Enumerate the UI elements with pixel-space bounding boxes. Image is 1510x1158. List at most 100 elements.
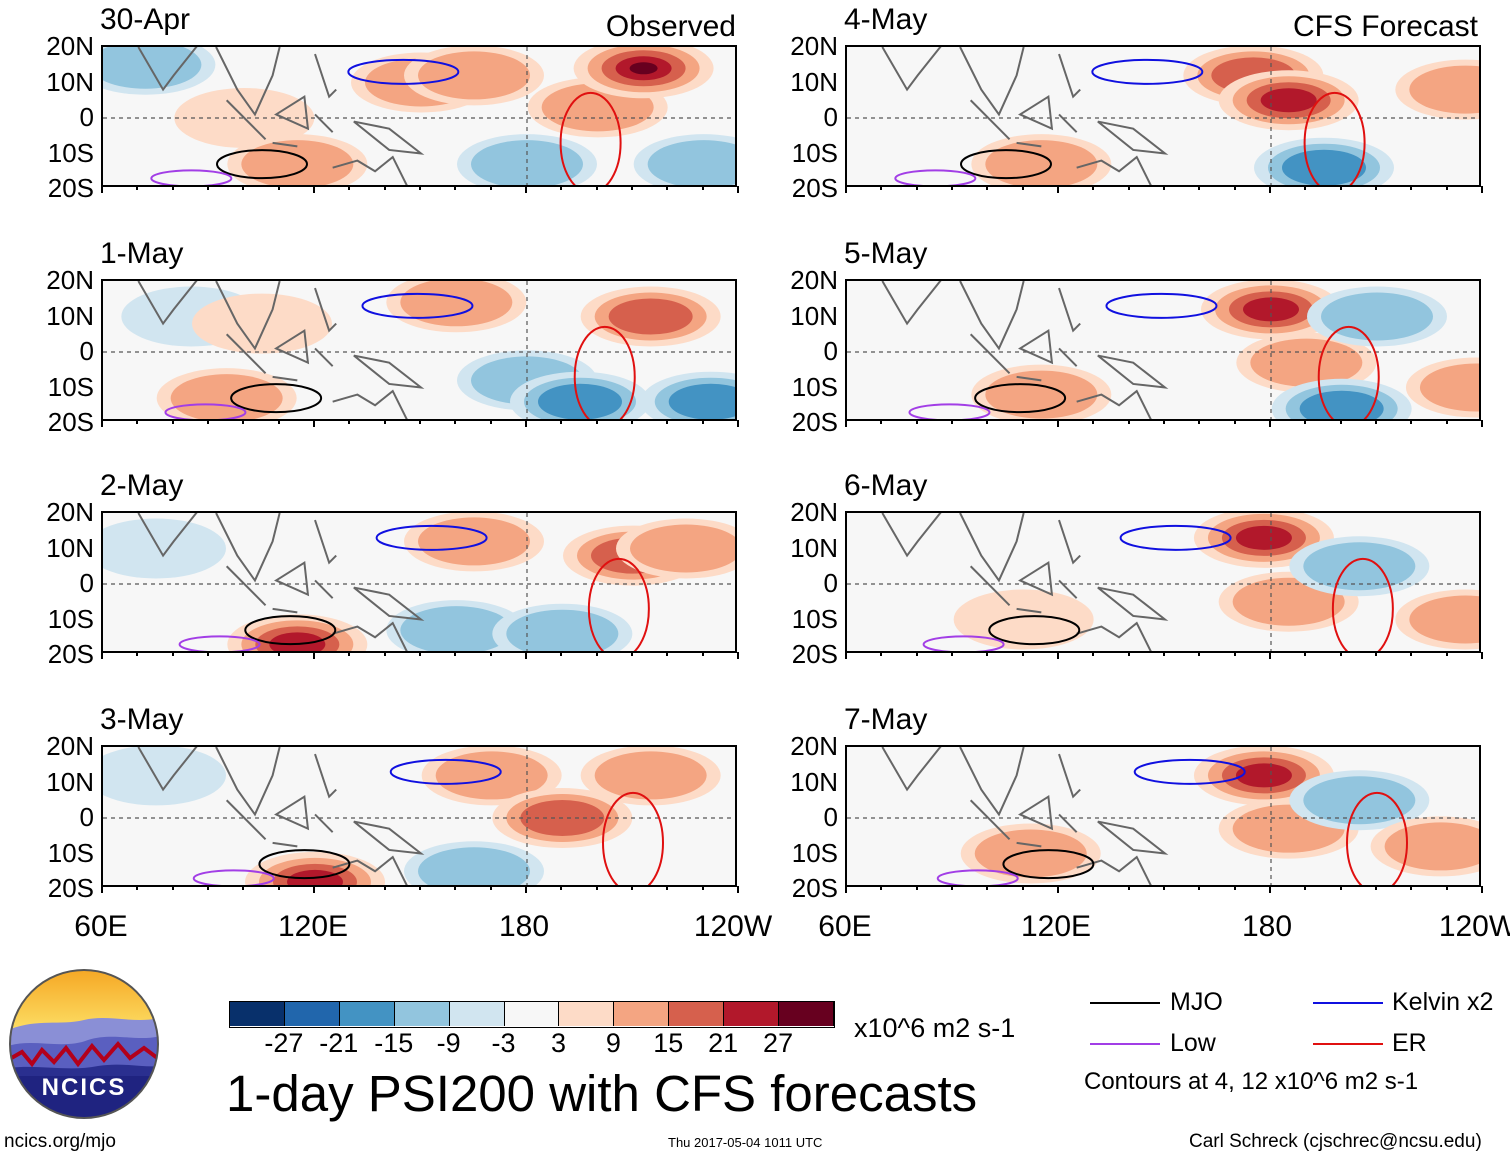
coastline bbox=[881, 47, 1169, 185]
x-tick bbox=[845, 186, 847, 193]
x-tick bbox=[1021, 652, 1024, 656]
x-tick bbox=[1375, 420, 1377, 424]
x-tick bbox=[1021, 186, 1024, 190]
wave-contour bbox=[361, 292, 474, 319]
wave-contour bbox=[192, 869, 275, 885]
x-tick bbox=[1021, 420, 1024, 424]
anomaly-blob bbox=[1260, 88, 1317, 113]
x-tick bbox=[525, 652, 527, 659]
x-tick bbox=[666, 186, 669, 190]
y-tick-label: 20S bbox=[791, 639, 838, 669]
legend-label: Kelvin x2 bbox=[1392, 988, 1494, 1016]
x-tick bbox=[1375, 652, 1377, 656]
y-tick-label: 10N bbox=[46, 66, 94, 97]
x-tick bbox=[101, 186, 103, 193]
x-tick bbox=[1481, 420, 1483, 427]
legend-label: Low bbox=[1170, 1029, 1216, 1057]
x-tick bbox=[454, 186, 457, 190]
colorbar-tick-label: -27 bbox=[264, 1028, 304, 1058]
x-tick bbox=[1092, 652, 1095, 656]
x-tick bbox=[419, 886, 421, 890]
wave-contour bbox=[1091, 58, 1204, 85]
x-tick bbox=[1269, 186, 1271, 193]
anomaly-blob bbox=[629, 62, 658, 75]
panel-date: 1-May bbox=[100, 237, 184, 270]
x-tick bbox=[1092, 886, 1095, 890]
x-tick bbox=[1304, 886, 1307, 890]
wave-contour bbox=[1331, 557, 1394, 651]
y-tick-label: 20N bbox=[790, 731, 838, 761]
map-svg bbox=[847, 281, 1479, 419]
map-area bbox=[101, 45, 737, 187]
x-tick bbox=[1092, 186, 1095, 190]
legend-line bbox=[1313, 1002, 1383, 1004]
x-tick bbox=[1269, 652, 1271, 659]
anomaly-blob bbox=[418, 517, 530, 566]
y-tick-label: 10N bbox=[790, 66, 838, 97]
x-tick bbox=[1198, 652, 1201, 656]
x-tick-label: 180 bbox=[498, 910, 550, 943]
x-tick bbox=[348, 886, 351, 890]
y-tick-label: 20S bbox=[47, 173, 94, 203]
y-tick-label: 10S bbox=[791, 837, 838, 868]
footer-url[interactable]: ncics.org/mjo bbox=[4, 1131, 116, 1152]
wave-contour bbox=[1303, 91, 1366, 185]
anomaly-blob bbox=[471, 140, 583, 185]
x-tick bbox=[737, 186, 739, 193]
y-tick-label: 0 bbox=[79, 102, 94, 132]
anomaly-blob bbox=[1409, 595, 1479, 644]
y-tick-label: 10N bbox=[790, 300, 838, 331]
x-tick bbox=[986, 420, 989, 424]
x-tick bbox=[136, 886, 139, 890]
colorbar-cell bbox=[779, 1002, 834, 1026]
x-tick bbox=[701, 420, 704, 424]
footer-credit: Carl Schreck (cjschrec@ncsu.edu) bbox=[1189, 1131, 1482, 1152]
x-tick bbox=[101, 420, 103, 427]
x-tick bbox=[986, 652, 989, 656]
y-tick-label: 10S bbox=[47, 603, 94, 634]
logo-text: NCICS bbox=[41, 1074, 127, 1101]
x-tick bbox=[171, 886, 174, 890]
x-tick-label: 120W bbox=[693, 910, 773, 943]
x-tick bbox=[915, 420, 918, 424]
colorbar-tick-label: 21 bbox=[708, 1028, 739, 1058]
x-tick bbox=[1269, 886, 1271, 893]
y-tick-label: 20N bbox=[790, 497, 838, 527]
legend-label: ER bbox=[1392, 1029, 1427, 1057]
x-tick bbox=[419, 652, 421, 656]
colorbar-cell bbox=[449, 1002, 505, 1026]
colorbar-cell bbox=[504, 1002, 560, 1026]
map-svg bbox=[847, 513, 1479, 651]
map-svg bbox=[103, 47, 735, 185]
anomaly-blob bbox=[435, 751, 548, 800]
anomaly-blob bbox=[400, 281, 513, 327]
anomaly-blob bbox=[1243, 297, 1299, 322]
x-tick bbox=[1410, 886, 1413, 890]
y-tick-label: 20N bbox=[790, 31, 838, 61]
anomaly-blob bbox=[241, 140, 354, 185]
x-tick bbox=[1163, 886, 1165, 890]
x-tick bbox=[1057, 420, 1059, 427]
x-tick bbox=[171, 652, 174, 656]
colorbar-units: x10^6 m2 s-1 bbox=[854, 1013, 1016, 1043]
x-tick bbox=[986, 886, 989, 890]
y-tick-label: 20S bbox=[791, 873, 838, 903]
x-tick bbox=[525, 186, 527, 193]
anomaly-blob bbox=[1282, 149, 1366, 185]
x-tick bbox=[1198, 420, 1201, 424]
colorbar-tick-label: -21 bbox=[319, 1028, 359, 1058]
y-tick-label: 20N bbox=[46, 497, 94, 527]
anomaly-blob bbox=[1321, 292, 1433, 341]
x-tick bbox=[313, 652, 315, 659]
x-tick bbox=[1445, 186, 1448, 190]
colorbar-tick-label: -3 bbox=[491, 1028, 516, 1058]
wave-contour bbox=[347, 58, 460, 85]
map-svg bbox=[847, 747, 1479, 885]
coastline bbox=[881, 281, 1169, 419]
x-tick bbox=[101, 652, 103, 659]
x-tick bbox=[1410, 652, 1413, 656]
anomaly-blob bbox=[594, 751, 707, 800]
anomaly-blob bbox=[103, 747, 226, 806]
anomaly-blob bbox=[1409, 65, 1479, 114]
y-tick-label: 10N bbox=[790, 766, 838, 797]
